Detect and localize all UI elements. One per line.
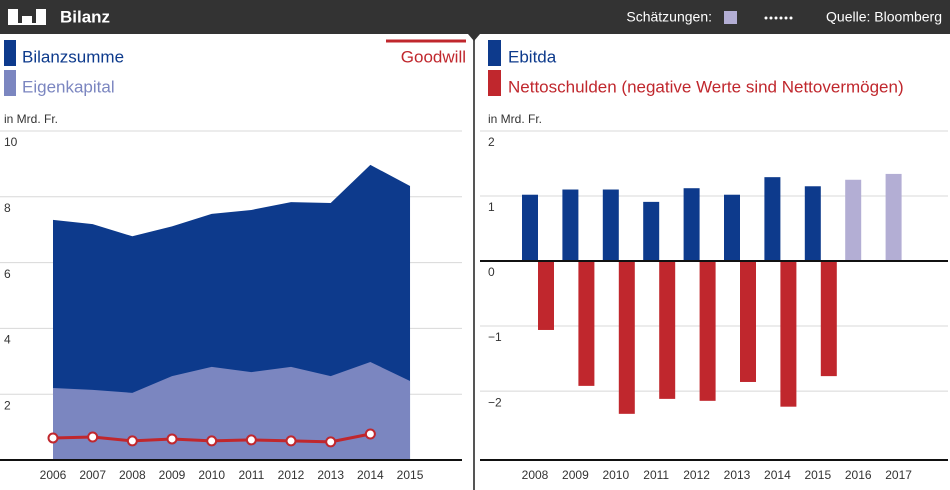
point bbox=[364, 428, 376, 440]
bar bbox=[643, 201, 660, 262]
x-tick-label: 2009 bbox=[562, 468, 589, 482]
x-tick-label: 2013 bbox=[724, 468, 751, 482]
y-tick-label: 6 bbox=[4, 267, 11, 281]
x-tick-label: 2006 bbox=[40, 468, 67, 482]
bar bbox=[885, 173, 902, 262]
x-tick-label: 2012 bbox=[683, 468, 710, 482]
bar bbox=[820, 261, 837, 377]
legend-swatch bbox=[4, 70, 16, 96]
x-tick-label: 2015 bbox=[397, 468, 424, 482]
divider-notch bbox=[468, 34, 480, 41]
bar bbox=[699, 261, 716, 401]
x-tick-label: 2010 bbox=[602, 468, 629, 482]
x-tick-label: 2014 bbox=[764, 468, 791, 482]
dots bbox=[764, 16, 793, 20]
x-tick-label: 2012 bbox=[278, 468, 305, 482]
header-icon bbox=[8, 9, 46, 25]
y-tick-label: 2 bbox=[4, 398, 11, 412]
x-tick-label: 2011 bbox=[643, 468, 669, 482]
point bbox=[87, 431, 99, 443]
point bbox=[206, 435, 218, 447]
bar bbox=[683, 188, 700, 262]
x-tick-label: 2011 bbox=[238, 468, 264, 482]
header-bar bbox=[0, 0, 950, 34]
y-tick-label: −1 bbox=[488, 330, 502, 344]
point bbox=[126, 435, 138, 447]
x-tick-label: 2016 bbox=[845, 468, 872, 482]
point bbox=[325, 436, 337, 448]
legend-swatch bbox=[488, 40, 501, 66]
bar bbox=[602, 189, 619, 262]
bar bbox=[659, 261, 676, 399]
x-tick-label: 2014 bbox=[357, 468, 384, 482]
point bbox=[285, 435, 297, 447]
y-axis-label: in Mrd. Fr. bbox=[488, 112, 542, 126]
legend-label: Eigenkapital bbox=[22, 77, 115, 96]
x-tick-label: 2007 bbox=[79, 468, 106, 482]
estimate-swatch bbox=[724, 11, 737, 24]
x-tick-label: 2010 bbox=[198, 468, 225, 482]
legend-label: Goodwill bbox=[401, 47, 466, 66]
bar bbox=[804, 186, 821, 262]
x-tick-label: 2008 bbox=[119, 468, 146, 482]
bar bbox=[522, 194, 538, 262]
x-tick-label: 2008 bbox=[522, 468, 549, 482]
x-tick-label: 2013 bbox=[317, 468, 344, 482]
y-tick-label: 10 bbox=[4, 135, 18, 149]
y-tick-label: 2 bbox=[488, 135, 495, 149]
x-tick-label: 2015 bbox=[804, 468, 831, 482]
y-tick-label: 0 bbox=[488, 265, 495, 279]
source: Quelle: Bloomberg bbox=[826, 9, 942, 25]
bar bbox=[780, 261, 797, 407]
bar bbox=[764, 177, 781, 262]
point bbox=[166, 433, 178, 445]
legend-swatch bbox=[4, 40, 16, 66]
legend-label: Nettoschulden (negative Werte sind Netto… bbox=[508, 77, 904, 96]
bar bbox=[724, 194, 740, 262]
estimate-label: Schätzungen: bbox=[626, 9, 712, 25]
bar bbox=[538, 261, 554, 330]
y-axis-label: in Mrd. Fr. bbox=[4, 112, 58, 126]
bar bbox=[618, 261, 635, 414]
x-tick-label: 2017 bbox=[885, 468, 912, 482]
y-tick-label: 1 bbox=[488, 200, 495, 214]
bar bbox=[562, 189, 579, 262]
x-tick-label: 2009 bbox=[159, 468, 186, 482]
bar bbox=[740, 261, 756, 382]
y-tick-label: 8 bbox=[4, 201, 11, 215]
area bbox=[53, 361, 411, 460]
bar bbox=[578, 261, 595, 386]
legend-swatch bbox=[488, 70, 501, 96]
y-tick-label: 4 bbox=[4, 333, 11, 347]
legend-label: Ebitda bbox=[508, 47, 557, 66]
legend-label: Bilanzsumme bbox=[22, 47, 124, 66]
point bbox=[47, 432, 59, 444]
header-title: Bilanz bbox=[60, 7, 110, 26]
bar bbox=[845, 179, 862, 262]
y-tick-label: −2 bbox=[488, 395, 502, 409]
point bbox=[245, 434, 257, 446]
